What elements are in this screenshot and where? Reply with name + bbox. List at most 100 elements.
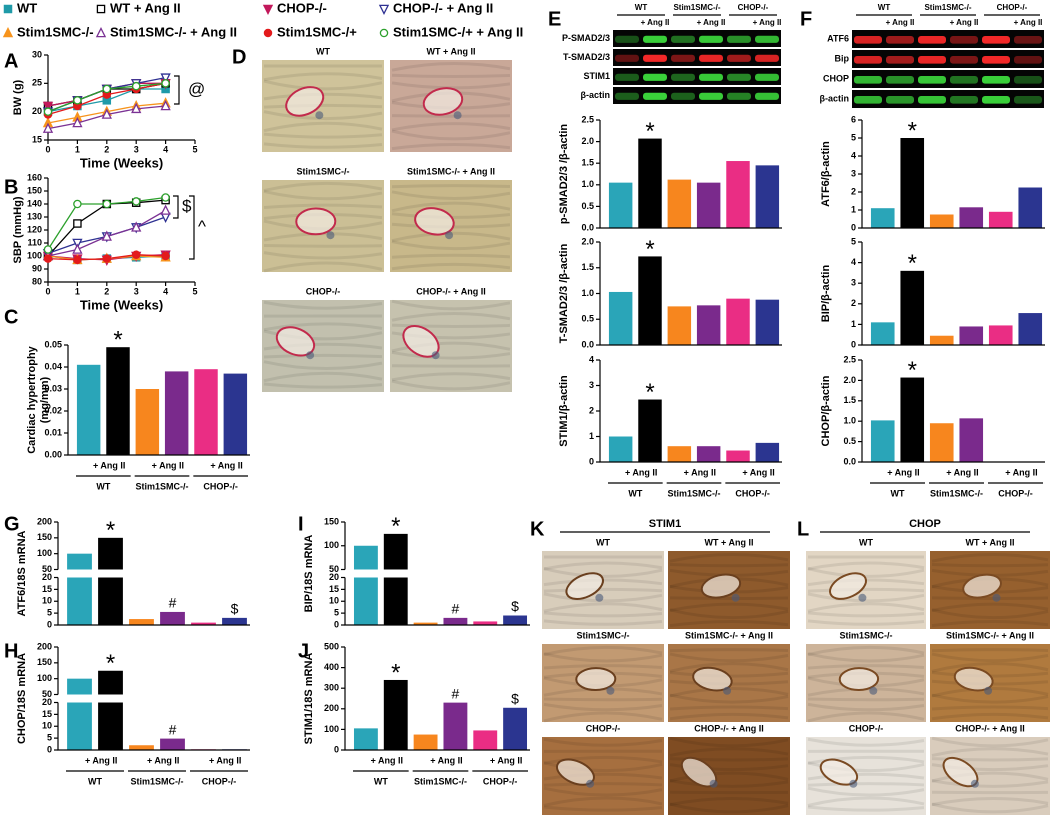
vessel	[565, 572, 604, 600]
marker	[161, 193, 170, 202]
blot-label: β-actin	[581, 90, 611, 100]
bar	[696, 305, 721, 345]
bar	[353, 728, 378, 750]
nucleus	[431, 351, 440, 360]
vessel	[575, 667, 617, 692]
y-tick-label: 400	[324, 662, 339, 672]
y-tick-label: 150	[27, 185, 42, 195]
marker	[160, 99, 171, 111]
y-tick-label: 0.00	[44, 449, 62, 459]
bracket	[174, 75, 180, 105]
tissue-fiber	[931, 771, 1049, 783]
tissue-fiber	[543, 592, 663, 603]
x-tick-label: + Ang II	[147, 755, 179, 765]
y-tick-label: 0.0	[581, 222, 594, 232]
y-tick-label: 500	[324, 641, 339, 651]
tissue-fiber	[391, 201, 511, 213]
bar	[900, 270, 925, 345]
blot-band	[854, 96, 882, 104]
vessel	[414, 207, 455, 236]
micrograph-label: WT + Ang II	[427, 46, 476, 56]
blot-band	[727, 54, 751, 62]
tissue-fiber	[263, 353, 383, 359]
blot-band	[1014, 36, 1042, 44]
marker	[160, 73, 171, 84]
tissue-fiber	[807, 619, 925, 626]
y-axis-label: CHOP/18S mRNA	[16, 653, 28, 744]
micrograph	[262, 60, 384, 152]
marker	[131, 221, 142, 232]
micrograph-label: WT	[859, 537, 873, 547]
tissue-fiber	[391, 350, 511, 360]
bar	[383, 533, 408, 625]
group-label: CHOP-/-	[203, 481, 238, 491]
tissue-fiber	[807, 592, 925, 603]
y-tick-label: 5	[47, 608, 52, 618]
y-tick-label: 0.04	[44, 361, 62, 371]
y-tick-label: 1	[851, 319, 856, 329]
tissue-fiber	[669, 619, 789, 628]
bar	[191, 622, 216, 625]
bracket	[189, 195, 195, 260]
bar	[160, 738, 185, 750]
marker	[73, 219, 82, 228]
y-tick-label: 0.5	[843, 436, 856, 446]
y-tick-label: 130	[27, 211, 42, 221]
tissue-fiber	[263, 300, 383, 310]
marker	[102, 84, 112, 94]
vessel	[295, 207, 337, 236]
y-tick-label: 5	[47, 733, 52, 743]
group-label: Stim1SMC-/-	[930, 488, 983, 498]
marker	[131, 250, 141, 259]
micrograph-label: WT	[316, 46, 330, 56]
bar	[67, 678, 92, 750]
nucleus	[709, 779, 718, 788]
marker	[131, 81, 141, 91]
y-tick-label: 90	[32, 263, 42, 273]
y-tick-label: 50	[42, 689, 52, 699]
panel-label: J	[298, 640, 309, 662]
x-tick-label: + Ang II	[625, 467, 657, 477]
marker	[72, 243, 83, 254]
blot-band	[886, 96, 914, 104]
tissue-fiber	[391, 341, 511, 353]
blot-band	[671, 35, 695, 43]
bar	[638, 138, 662, 228]
axis	[47, 55, 195, 141]
group-label: Stim1SMC-/-	[414, 776, 467, 786]
bar	[503, 615, 528, 625]
tissue-fiber	[391, 190, 511, 200]
bar	[900, 138, 925, 228]
x-tick-label: + Ang II	[946, 467, 978, 477]
tissue-fiber	[543, 567, 663, 578]
annotation: *	[113, 327, 122, 354]
panel-label: B	[4, 176, 18, 198]
group-label: WT	[96, 481, 110, 491]
axis	[47, 178, 195, 283]
y-tick-label: 4	[851, 257, 856, 267]
nucleus	[869, 686, 878, 695]
tissue-fiber	[543, 782, 663, 787]
tissue-fiber	[391, 253, 511, 259]
blot-band	[615, 73, 639, 81]
micrograph-label: WT + Ang II	[966, 537, 1015, 547]
bar	[726, 161, 750, 228]
blot-band	[699, 73, 723, 81]
annotation: *	[908, 357, 917, 384]
tissue-fiber	[669, 693, 789, 704]
blot-band	[643, 73, 667, 81]
tissue-fiber	[931, 562, 1049, 568]
y-tick-label: 2.5	[581, 114, 594, 124]
annotation: $	[182, 196, 192, 215]
blot-band	[918, 76, 946, 84]
marker	[263, 28, 273, 38]
x-tick-label: + Ang II	[210, 460, 242, 470]
vessel	[700, 573, 742, 599]
bar	[76, 364, 101, 455]
blot-group: Stim1SMC-/-	[673, 3, 720, 12]
marker	[95, 26, 107, 38]
tissue-fiber	[391, 379, 511, 391]
bar	[929, 335, 954, 345]
bar	[129, 745, 154, 750]
